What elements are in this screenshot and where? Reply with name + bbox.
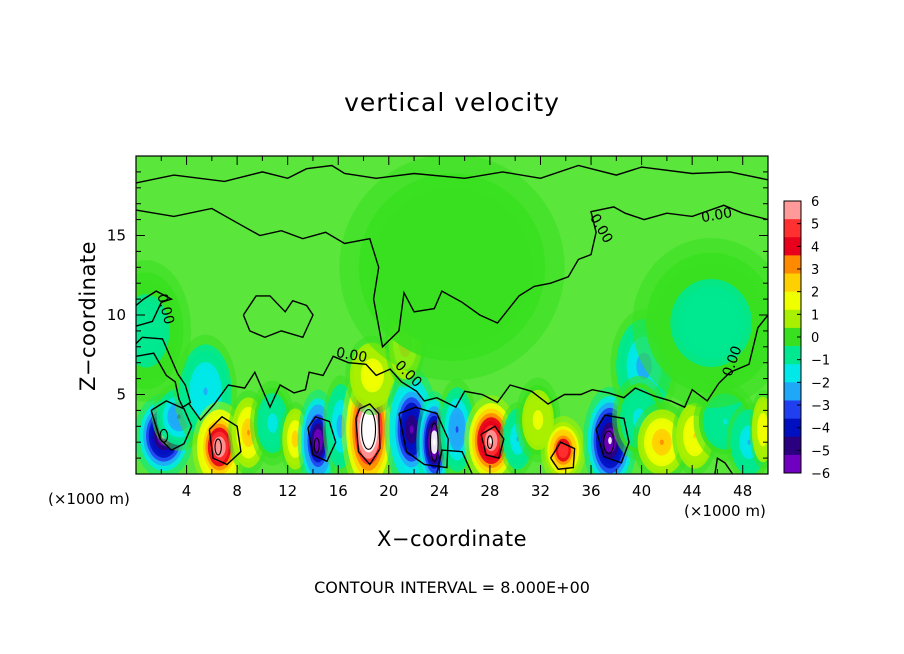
x-tick-label-20: 20 xyxy=(379,482,398,500)
colorbar-bin-13 xyxy=(784,436,801,456)
core-contour-5 xyxy=(486,435,493,450)
colorbar-bin-2 xyxy=(784,237,801,256)
contour-line-9 xyxy=(355,403,381,466)
x-tick-label-40: 40 xyxy=(632,482,651,500)
x-tick-label-48: 48 xyxy=(733,482,752,500)
colorbar-tick-label-0: 6 xyxy=(811,195,819,210)
core-contour-3 xyxy=(313,437,320,454)
contour-lines: 0.000.000.000.000.00 0.00 xyxy=(136,164,768,474)
x-unit-label-right: (×1000 m) xyxy=(684,502,766,520)
core-contour-2 xyxy=(214,438,222,456)
contour-label-2: 0.00 xyxy=(153,292,177,326)
contour-line-8 xyxy=(307,415,337,463)
velocity-field xyxy=(136,156,768,474)
x-tick-label-24: 24 xyxy=(430,482,449,500)
colorbar-bin-8 xyxy=(784,346,801,365)
core-contour-0 xyxy=(361,409,377,450)
colorbar-bin-0 xyxy=(784,201,801,220)
contour-line-3 xyxy=(242,295,314,339)
x-tick-label-28: 28 xyxy=(480,482,499,500)
colorbar-tick-label-9: −3 xyxy=(811,399,830,414)
velocity-cell-29 xyxy=(339,156,565,381)
colorbar-bin-9 xyxy=(784,364,801,383)
contour-line-7 xyxy=(208,415,242,466)
colorbar-tick-label-10: −4 xyxy=(811,422,830,437)
colorbar-bin-4 xyxy=(784,273,801,292)
contour-line-1 xyxy=(136,204,768,349)
contour-line-2 xyxy=(136,290,174,327)
colorbar-bin-7 xyxy=(784,327,801,347)
velocity-cell-27 xyxy=(632,237,768,408)
colorbar-bin-3 xyxy=(784,255,801,274)
colorbar-tick-label-3: 3 xyxy=(811,263,819,278)
y-tick-label-10: 10 xyxy=(107,306,126,324)
contour-label-3: 0.00 xyxy=(335,345,368,366)
x-tick-label-8: 8 xyxy=(232,482,242,500)
contour-line-14 xyxy=(436,449,473,474)
x-tick-label-36: 36 xyxy=(581,482,600,500)
colorbar-bin-5 xyxy=(784,291,801,311)
contour-line-12 xyxy=(550,441,576,470)
colorbar-bin-14 xyxy=(784,454,801,474)
y-tick-label-5: 5 xyxy=(116,386,126,404)
x-tick-label-12: 12 xyxy=(278,482,297,500)
x-axis-label: X−coordinate xyxy=(377,527,527,551)
velocity-cell-10 xyxy=(345,335,400,416)
y-tick-label-15: 15 xyxy=(107,227,126,245)
contour-interval-note: CONTOUR INTERVAL = 8.000E+00 xyxy=(314,578,590,597)
colorbar-bin-10 xyxy=(784,382,801,401)
colorbar-tick-label-12: −6 xyxy=(811,467,830,482)
colorbar-bin-6 xyxy=(784,309,801,329)
velocity-cell-18 xyxy=(540,416,586,474)
colorbar-tick-label-2: 4 xyxy=(811,240,819,255)
contour-line-11 xyxy=(480,425,505,459)
contour-line-5 xyxy=(188,314,768,422)
colorbar-tick-label-11: −5 xyxy=(811,444,830,459)
contour-line-15 xyxy=(714,456,734,474)
chart-title: vertical velocity xyxy=(344,88,560,117)
x-tick-label-4: 4 xyxy=(182,482,192,500)
colorbar-tick-label-5: 1 xyxy=(811,308,819,323)
x-tick-label-16: 16 xyxy=(329,482,348,500)
contour-line-0 xyxy=(136,164,768,184)
contour-line-13 xyxy=(595,414,630,464)
colorbar-tick-label-6: 0 xyxy=(811,331,819,346)
core-contour-4 xyxy=(429,422,439,462)
colorbar-bin-1 xyxy=(784,219,801,238)
core-contour-1 xyxy=(159,428,169,443)
velocity-cell-28 xyxy=(136,260,192,402)
contour-label-0: 0.00 xyxy=(700,205,733,226)
contour-line-4 xyxy=(136,336,192,409)
colorbar-tick-label-1: 5 xyxy=(811,218,819,233)
contour-line-10 xyxy=(398,406,449,469)
velocity-cell-26 xyxy=(749,389,768,470)
x-tick-label-32: 32 xyxy=(531,482,550,500)
x-tick-label-44: 44 xyxy=(683,482,702,500)
colorbar-bin-12 xyxy=(784,418,801,438)
core-contour-6 xyxy=(603,430,615,454)
colorbar-tick-label-7: −1 xyxy=(811,354,830,369)
colorbar-tick-label-4: 2 xyxy=(811,286,819,301)
colorbar: 6 5 4 3 2 1 0 −1 −2 −3 −4 −5 −6 xyxy=(783,195,830,482)
colorbar-tick-label-8: −2 xyxy=(811,376,830,391)
x-unit-label-left: (×1000 m) xyxy=(48,490,130,508)
colorbar-bin-11 xyxy=(784,400,801,419)
